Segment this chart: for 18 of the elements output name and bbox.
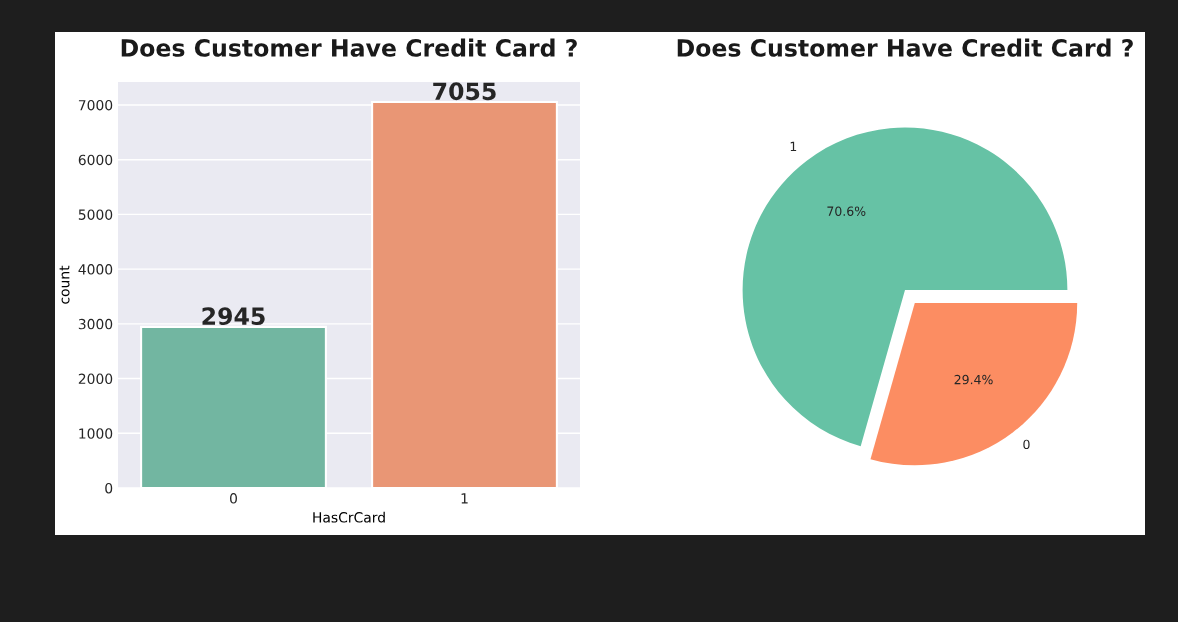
- data-label: 2945: [202, 307, 265, 326]
- slice-label: 0: [1023, 439, 1030, 450]
- y-tick-label: 5000: [78, 209, 113, 220]
- chart-title: Does Customer Have Credit Card ?: [677, 38, 1133, 57]
- slice-label: 1: [790, 141, 797, 151]
- x-axis-title: HasCrCard: [313, 511, 385, 523]
- data-label: 29.4%: [954, 374, 993, 385]
- y-axis-title: count: [59, 265, 70, 304]
- y-tick-label: 0: [105, 482, 113, 494]
- y-tick-label: 4000: [78, 264, 113, 275]
- y-tick-label: 1000: [79, 428, 113, 439]
- chart-title: Does Customer Have Credit Card ?: [121, 38, 577, 57]
- y-tick-label: 7000: [78, 99, 113, 111]
- data-label: 7055: [433, 82, 496, 101]
- y-tick-label: 2000: [78, 373, 113, 385]
- data-label: 70.6%: [827, 206, 866, 216]
- y-tick-label: 3000: [78, 318, 113, 330]
- y-tick-label: 6000: [78, 154, 113, 166]
